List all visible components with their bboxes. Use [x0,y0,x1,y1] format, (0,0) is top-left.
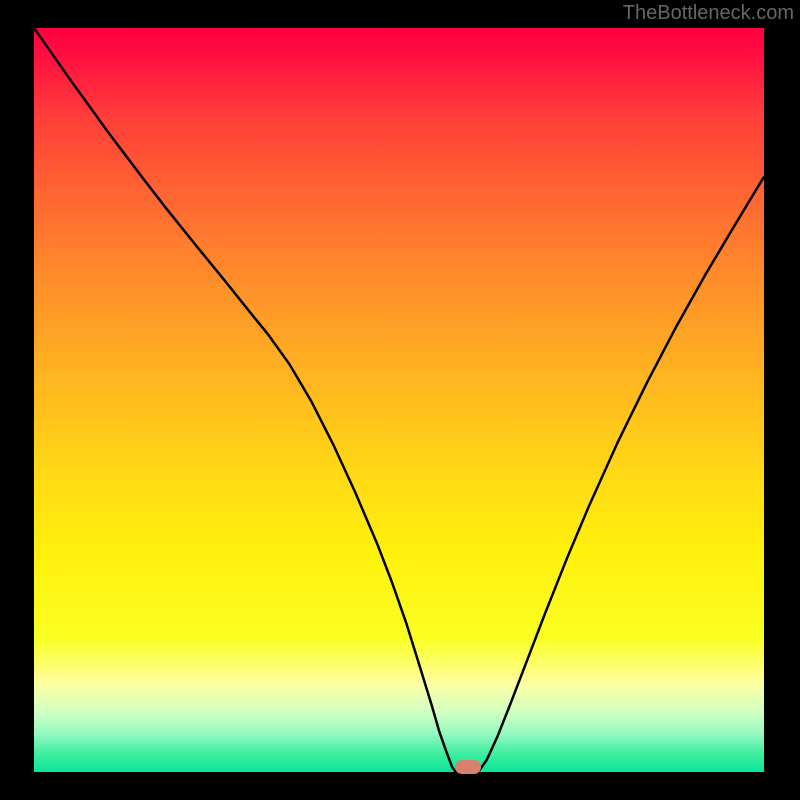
attribution-text: TheBottleneck.com [623,2,794,25]
optimal-point-marker [455,760,481,774]
bottleneck-curve [34,28,764,772]
plot-area [34,28,764,772]
curve-path [34,28,764,772]
chart-container: TheBottleneck.com [0,0,800,800]
